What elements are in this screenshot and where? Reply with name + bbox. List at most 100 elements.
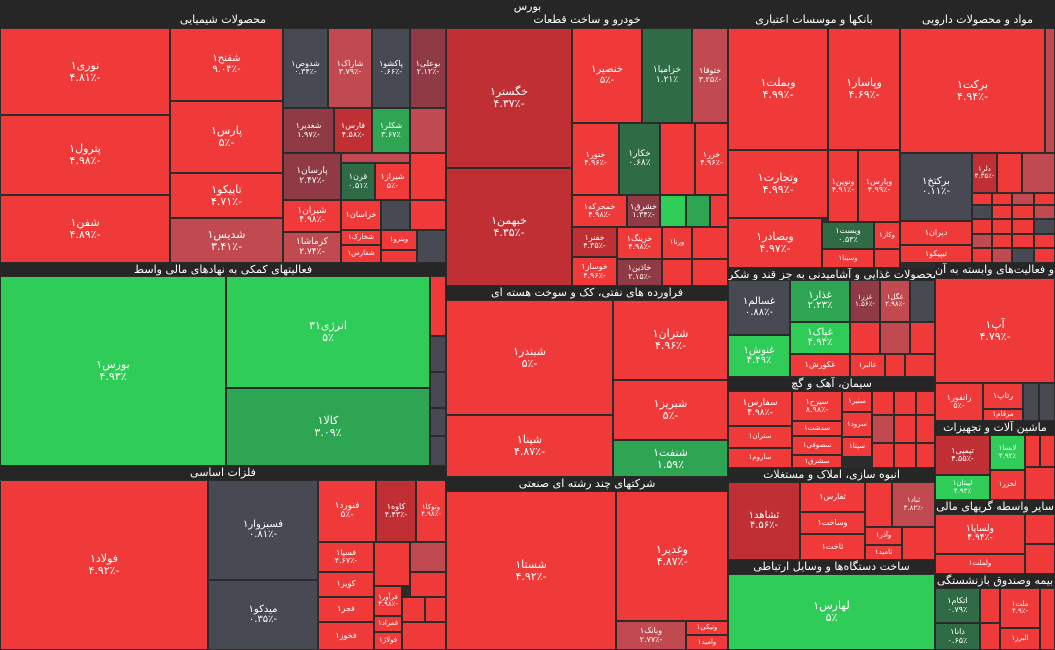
- stock-tile[interactable]: شاراک۱ -۳.۷۹٪: [328, 28, 372, 108]
- stock-tile[interactable]: دانا۱ ۰.۶۵٪: [935, 623, 980, 650]
- stock-tile[interactable]: غسالم۱ -۰.۸۸٪: [728, 280, 790, 335]
- stock-tile[interactable]: [1012, 248, 1034, 263]
- stock-tile[interactable]: [1034, 205, 1055, 219]
- stock-tile[interactable]: [1022, 153, 1055, 193]
- stock-tile[interactable]: شیران۱ -۴.۹۸٪: [283, 200, 341, 232]
- stock-tile[interactable]: [660, 123, 695, 195]
- stock-tile[interactable]: [894, 415, 916, 443]
- stock-tile[interactable]: دیران۱: [900, 221, 972, 245]
- stock-tile[interactable]: رانفور۱ -۵٪: [935, 383, 983, 421]
- stock-tile[interactable]: [686, 195, 710, 227]
- stock-tile[interactable]: [885, 354, 905, 377]
- stock-tile[interactable]: برکت۱ -۴.۹۴٪: [900, 28, 1045, 153]
- stock-tile[interactable]: بوعلی۱ -۲.۱۲٪: [410, 28, 446, 108]
- stock-tile[interactable]: سشرق۱: [792, 455, 842, 468]
- stock-tile[interactable]: غگل۱ -۲.۹۸٪: [880, 280, 910, 322]
- stock-tile[interactable]: فولاد۱ -۴.۹۲٪: [0, 480, 208, 650]
- stock-tile[interactable]: [341, 153, 410, 163]
- stock-tile[interactable]: وغدیر۱ -۴.۸۷٪: [616, 491, 728, 621]
- stock-tile[interactable]: دلر۱ -۴.۳۵٪: [972, 153, 997, 193]
- stock-tile[interactable]: [430, 336, 446, 372]
- stock-tile[interactable]: شخارک۱: [341, 230, 381, 245]
- stock-tile[interactable]: [1012, 193, 1034, 205]
- stock-tile[interactable]: شفنح۱ -۹.۰۴٪: [170, 28, 283, 101]
- stock-tile[interactable]: [1012, 205, 1034, 219]
- stock-tile[interactable]: فولاژ۱: [374, 632, 402, 650]
- stock-tile[interactable]: [430, 436, 446, 466]
- stock-tile[interactable]: سفارس۱ -۴.۹۸٪: [728, 391, 792, 426]
- stock-tile[interactable]: وآذر۱: [865, 527, 902, 545]
- stock-tile[interactable]: [430, 372, 446, 408]
- stock-tile[interactable]: [692, 227, 728, 259]
- stock-tile[interactable]: تاپیکو۱ -۴.۷۱٪: [170, 173, 283, 218]
- stock-tile[interactable]: ختوقا۱ -۳.۲۵٪: [692, 28, 728, 123]
- stock-tile[interactable]: وامید۱: [686, 635, 728, 650]
- stock-tile[interactable]: نوری۱ -۴.۸۱٪: [0, 28, 170, 115]
- stock-tile[interactable]: انرژی۳۱ ۵٪: [226, 276, 430, 388]
- stock-tile[interactable]: شکلر۱ ۳.۶۷٪: [372, 108, 410, 153]
- stock-tile[interactable]: [430, 276, 446, 336]
- stock-tile[interactable]: شستا۱ -۴.۹۲٪: [446, 491, 616, 650]
- stock-tile[interactable]: خشرق۱ -۱.۳۴٪: [627, 195, 660, 227]
- stock-tile[interactable]: [710, 195, 728, 227]
- stock-tile[interactable]: خزر۱ -۴.۹۶٪: [695, 123, 728, 195]
- stock-tile[interactable]: [894, 391, 916, 415]
- stock-tile[interactable]: [905, 354, 935, 377]
- stock-tile[interactable]: [992, 205, 1012, 219]
- stock-tile[interactable]: [425, 597, 446, 622]
- stock-tile[interactable]: [894, 443, 916, 468]
- stock-tile[interactable]: خکار۱ ۰.۶۸٪: [619, 123, 660, 195]
- stock-tile[interactable]: سیرح۱ -۸.۹۸٪: [792, 391, 842, 421]
- stock-tile[interactable]: وبصادر۱ -۴.۹۷٪: [728, 218, 822, 268]
- stock-tile[interactable]: [381, 200, 410, 230]
- stock-tile[interactable]: فسپا۱ -۴.۶۷٪: [318, 542, 374, 572]
- stock-tile[interactable]: فسبزوار۱ -۰.۸۱٪: [208, 480, 318, 580]
- stock-tile[interactable]: [1025, 467, 1055, 500]
- stock-tile[interactable]: خگستر۱ -۴.۳۷٪: [446, 28, 572, 168]
- stock-tile[interactable]: شبریز۱ -۵٪: [613, 380, 728, 440]
- stock-tile[interactable]: [417, 230, 446, 263]
- stock-tile[interactable]: [902, 527, 935, 560]
- stock-tile[interactable]: شفارس۱: [341, 245, 381, 263]
- stock-tile[interactable]: پارس۱ -۵٪: [170, 101, 283, 173]
- stock-tile[interactable]: [1023, 383, 1039, 421]
- stock-tile[interactable]: خاذین۱ -۲.۱۵٪: [617, 259, 662, 286]
- stock-tile[interactable]: [872, 443, 894, 468]
- stock-tile[interactable]: رتاپ۱: [983, 383, 1023, 409]
- stock-tile[interactable]: سیتا۱: [842, 437, 872, 457]
- stock-tile[interactable]: ورنا۱: [662, 227, 692, 259]
- stock-tile[interactable]: [972, 248, 992, 263]
- stock-tile[interactable]: آپ۱ -۴.۷۹٪: [935, 278, 1055, 383]
- stock-tile[interactable]: خفنر۱ -۴.۳۵٪: [572, 227, 617, 257]
- stock-tile[interactable]: شتران۱ -۴.۹۶٪: [613, 300, 728, 380]
- stock-tile[interactable]: شدیس۱ -۳.۴۱٪: [170, 218, 283, 263]
- stock-tile[interactable]: [374, 542, 410, 586]
- stock-tile[interactable]: لخزر۱: [990, 470, 1025, 500]
- stock-tile[interactable]: [910, 322, 935, 354]
- stock-tile[interactable]: [980, 588, 1000, 623]
- stock-tile[interactable]: [410, 572, 446, 597]
- stock-tile[interactable]: [972, 193, 992, 205]
- stock-tile[interactable]: میدکو۱ -۰.۳۵٪: [208, 580, 318, 650]
- stock-tile[interactable]: [1025, 544, 1055, 574]
- stock-tile[interactable]: [1045, 28, 1055, 153]
- stock-tile[interactable]: کویر۱: [318, 572, 374, 597]
- stock-tile[interactable]: [430, 408, 446, 436]
- stock-tile[interactable]: وتوکا۱ -۴.۹۸٪: [416, 480, 446, 542]
- stock-tile[interactable]: شپنا۱ -۴.۸۷٪: [446, 415, 613, 477]
- stock-tile[interactable]: قرن۱ ۰.۵۱٪: [341, 163, 375, 200]
- stock-tile[interactable]: [1034, 234, 1055, 248]
- stock-tile[interactable]: [874, 249, 900, 268]
- stock-tile[interactable]: فخوز۱: [318, 622, 374, 650]
- stock-tile[interactable]: [1012, 234, 1034, 248]
- stock-tile[interactable]: وبانک۱ -۲.۷۷٪: [616, 621, 686, 650]
- stock-tile[interactable]: ونوین۱ -۴.۹۱٪: [828, 150, 858, 222]
- stock-tile[interactable]: کاوه۱ -۴.۴۳٪: [376, 480, 416, 542]
- stock-tile[interactable]: وساخت۱: [800, 512, 865, 534]
- stock-tile[interactable]: [1012, 219, 1034, 234]
- stock-tile[interactable]: پارسان۱ -۲.۴۷٪: [283, 153, 341, 200]
- stock-tile[interactable]: [660, 195, 686, 227]
- stock-tile[interactable]: [402, 597, 425, 622]
- stock-tile[interactable]: پترول۱ -۴.۹۸٪: [0, 115, 170, 195]
- stock-tile[interactable]: وپارس۱ -۴.۹۹٪: [858, 150, 900, 222]
